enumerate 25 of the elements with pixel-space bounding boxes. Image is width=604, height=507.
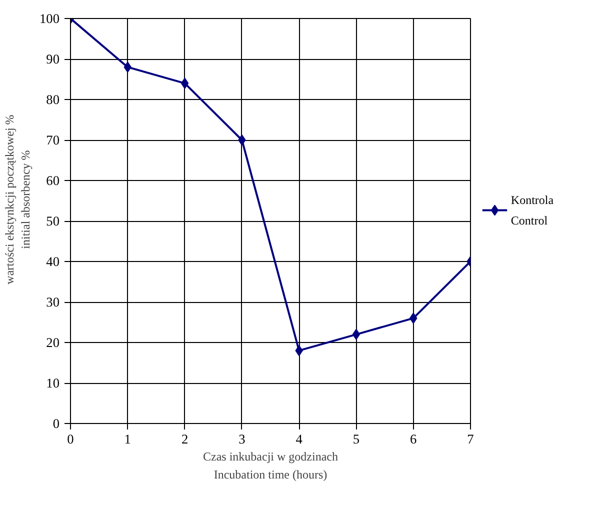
y-tick-label: 10 [46,376,60,390]
x-tick-label: 2 [181,432,188,446]
point [238,134,246,146]
y-tick-label: 60 [46,173,60,188]
y-tick-label: 90 [46,52,60,66]
y-tick-label: 50 [46,214,60,228]
y-tick-label: 20 [46,335,60,350]
x-tick-label: 3 [238,432,246,446]
y-tick-label: 30 [46,294,60,310]
point [352,328,360,340]
y-tick-label: 100 [40,11,60,26]
x-axis-title: Czas inkubacji w godzinach Incubation time (hours) [203,450,338,482]
x-tick-label: 1 [124,432,131,446]
x-tick-label: 6 [410,432,418,446]
y-axis-title: wartości ekstynkcji początkowej % initial absorbency % [2,114,33,284]
x-tick-label: 5 [352,432,360,446]
y-tick-label: 40 [46,254,60,269]
y-tick-label: 0 [52,416,60,431]
point [180,78,189,89]
y-tick-label: 80 [46,92,60,107]
y-tick-label: 70 [46,132,60,148]
legend-label: Kontrola Control [510,193,554,228]
x-tick-label: 0 [67,432,74,446]
x-tick-label: 7 [467,432,474,446]
x-tick-label: 4 [296,432,303,446]
